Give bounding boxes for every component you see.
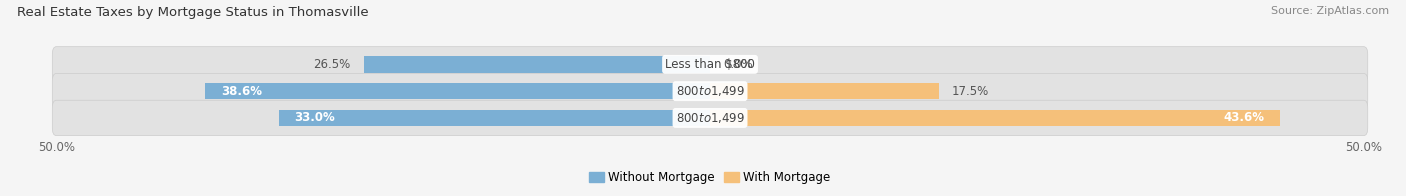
Bar (710, 83, 939, 99)
Text: 38.6%: 38.6% (221, 85, 262, 98)
Bar (364, 56, 710, 73)
FancyBboxPatch shape (52, 47, 1368, 82)
Text: Real Estate Taxes by Mortgage Status in Thomasville: Real Estate Taxes by Mortgage Status in … (17, 6, 368, 19)
Bar (710, 110, 1279, 126)
FancyBboxPatch shape (52, 100, 1368, 136)
Legend: Without Mortgage, With Mortgage: Without Mortgage, With Mortgage (585, 166, 835, 188)
FancyBboxPatch shape (52, 74, 1368, 109)
Bar (205, 83, 710, 99)
Bar (278, 110, 710, 126)
Text: 33.0%: 33.0% (294, 111, 335, 124)
Text: $800 to $1,499: $800 to $1,499 (675, 84, 745, 98)
Text: $800 to $1,499: $800 to $1,499 (675, 111, 745, 125)
Text: Less than $800: Less than $800 (665, 58, 755, 71)
Text: 26.5%: 26.5% (314, 58, 350, 71)
Text: Source: ZipAtlas.com: Source: ZipAtlas.com (1271, 6, 1389, 16)
Text: 0.0%: 0.0% (723, 58, 752, 71)
Text: 43.6%: 43.6% (1223, 111, 1264, 124)
Text: 17.5%: 17.5% (952, 85, 990, 98)
